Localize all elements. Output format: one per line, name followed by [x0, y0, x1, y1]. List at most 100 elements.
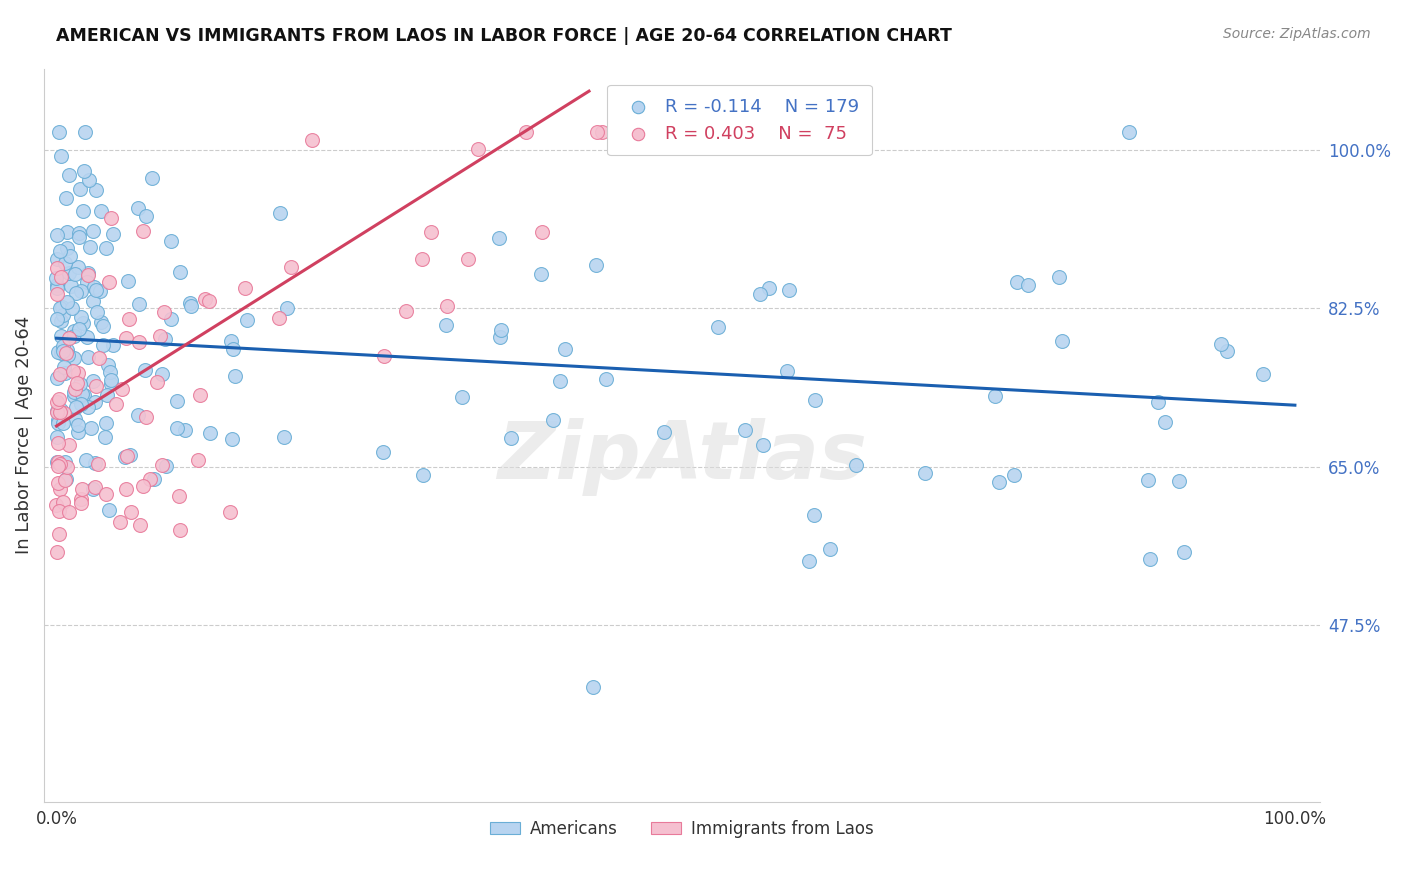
Point: [45, 271, 67, 285]
Point: [58, 505, 80, 519]
Point: [65, 400, 87, 414]
Point: [94, 487, 117, 501]
Point: [93, 430, 115, 444]
Point: [75, 453, 97, 467]
Point: [1154, 415, 1177, 429]
Point: [91, 319, 114, 334]
Point: [49, 403, 72, 417]
Point: [98, 365, 121, 379]
Point: [1209, 337, 1232, 351]
Point: [90, 203, 112, 218]
Point: [114, 450, 136, 464]
Point: [818, 541, 841, 556]
Point: [76, 350, 98, 364]
Point: [53, 359, 76, 374]
Point: [803, 508, 825, 522]
Point: [62, 324, 84, 338]
Point: [46, 228, 69, 243]
Point: [46, 260, 69, 275]
Point: [82, 483, 104, 497]
Point: [56, 349, 79, 363]
Point: [582, 680, 605, 694]
Point: [167, 490, 190, 504]
Point: [166, 421, 188, 435]
Point: [48, 125, 70, 139]
Point: [94, 416, 117, 430]
Point: [1253, 368, 1275, 382]
Point: [63, 267, 86, 281]
Point: [221, 432, 243, 446]
Point: [45, 312, 67, 326]
Point: [153, 332, 176, 346]
Point: [62, 385, 84, 400]
Point: [56, 295, 79, 310]
Point: [51, 416, 73, 430]
Point: [489, 330, 512, 344]
Point: [984, 388, 1007, 402]
Point: [127, 201, 149, 215]
Point: [434, 318, 457, 332]
Point: [87, 458, 110, 472]
Point: [269, 206, 291, 220]
Point: [180, 299, 202, 313]
Point: [114, 331, 136, 345]
Point: [70, 310, 93, 324]
Point: [45, 281, 67, 295]
Point: [70, 491, 93, 506]
Point: [66, 376, 89, 390]
Point: [1047, 269, 1070, 284]
Point: [115, 482, 138, 496]
Point: [155, 459, 177, 474]
Point: [778, 283, 800, 297]
Point: [776, 364, 799, 378]
Point: [129, 518, 152, 533]
Point: [46, 278, 69, 293]
Point: [132, 479, 155, 493]
Point: [49, 405, 72, 419]
Point: [411, 252, 433, 266]
Point: [65, 285, 87, 300]
Point: [373, 349, 395, 363]
Point: [236, 313, 259, 327]
Point: [69, 377, 91, 392]
Point: [489, 323, 512, 337]
Point: [55, 346, 77, 360]
Point: [97, 503, 120, 517]
Point: [49, 346, 72, 360]
Point: [46, 345, 69, 359]
Point: [55, 472, 77, 486]
Point: [46, 371, 69, 385]
Point: [488, 231, 510, 245]
Point: [221, 334, 243, 349]
Point: [173, 424, 195, 438]
Point: [142, 472, 165, 486]
Point: [52, 494, 75, 508]
Point: [91, 338, 114, 352]
Point: [152, 305, 174, 319]
Point: [224, 368, 246, 383]
Point: [149, 328, 172, 343]
Point: [70, 496, 93, 510]
Point: [98, 276, 121, 290]
Point: [46, 459, 69, 474]
Point: [515, 125, 537, 139]
Point: [120, 505, 142, 519]
Point: [188, 388, 211, 402]
Point: [51, 300, 73, 314]
Point: [96, 388, 118, 402]
Point: [86, 305, 108, 319]
Point: [554, 342, 576, 356]
Point: [69, 284, 91, 298]
Point: [79, 240, 101, 254]
Point: [89, 284, 111, 298]
Legend: Americans, Immigrants from Laos: Americans, Immigrants from Laos: [484, 814, 880, 845]
Point: [51, 338, 73, 352]
Point: [46, 286, 69, 301]
Point: [53, 474, 76, 488]
Point: [141, 171, 163, 186]
Point: [1167, 474, 1189, 488]
Point: [48, 457, 70, 471]
Point: [395, 303, 418, 318]
Text: ZipAtlas: ZipAtlas: [496, 418, 868, 496]
Point: [97, 358, 120, 372]
